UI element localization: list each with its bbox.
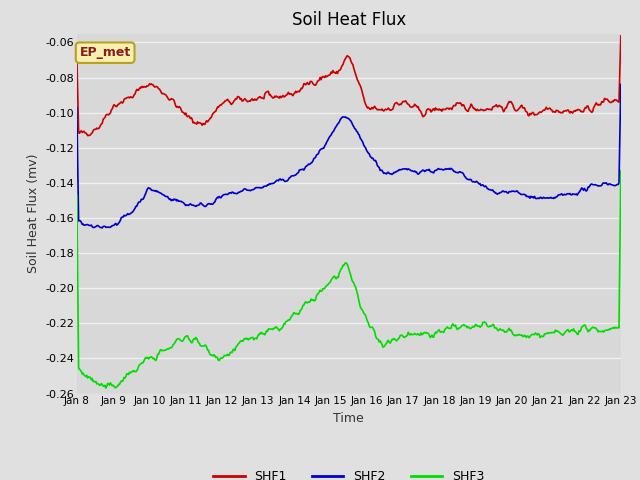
Y-axis label: Soil Heat Flux (mv): Soil Heat Flux (mv) <box>27 154 40 273</box>
Text: EP_met: EP_met <box>79 46 131 59</box>
SHF3 <box>320 286 328 292</box>
SHF2 <box>437 167 445 172</box>
X-axis label: Time: Time <box>333 412 364 425</box>
SHF2 <box>617 82 625 87</box>
SHF1 <box>73 52 81 58</box>
SHF2 <box>320 145 328 151</box>
SHF3 <box>170 341 178 347</box>
SHF2 <box>394 168 402 174</box>
SHF1 <box>617 33 625 39</box>
SHF2 <box>99 225 106 231</box>
Line: SHF2: SHF2 <box>77 84 621 228</box>
SHF2 <box>214 194 221 200</box>
SHF2 <box>483 186 491 192</box>
SHF3 <box>437 329 445 335</box>
SHF3 <box>102 385 109 391</box>
SHF2 <box>170 196 178 202</box>
Title: Soil Heat Flux: Soil Heat Flux <box>292 11 406 29</box>
SHF2 <box>73 105 81 110</box>
SHF3 <box>394 336 402 341</box>
SHF1 <box>437 107 445 113</box>
SHF3 <box>214 355 221 360</box>
SHF1 <box>394 101 402 107</box>
SHF3 <box>483 323 491 329</box>
SHF1 <box>320 74 328 80</box>
SHF1 <box>170 97 178 103</box>
SHF1 <box>214 104 221 110</box>
SHF1 <box>84 133 92 139</box>
Legend: SHF1, SHF2, SHF3: SHF1, SHF2, SHF3 <box>209 465 489 480</box>
SHF3 <box>617 168 625 174</box>
Line: SHF3: SHF3 <box>77 171 621 388</box>
SHF1 <box>483 106 491 111</box>
Line: SHF1: SHF1 <box>77 36 621 136</box>
SHF3 <box>73 193 81 199</box>
